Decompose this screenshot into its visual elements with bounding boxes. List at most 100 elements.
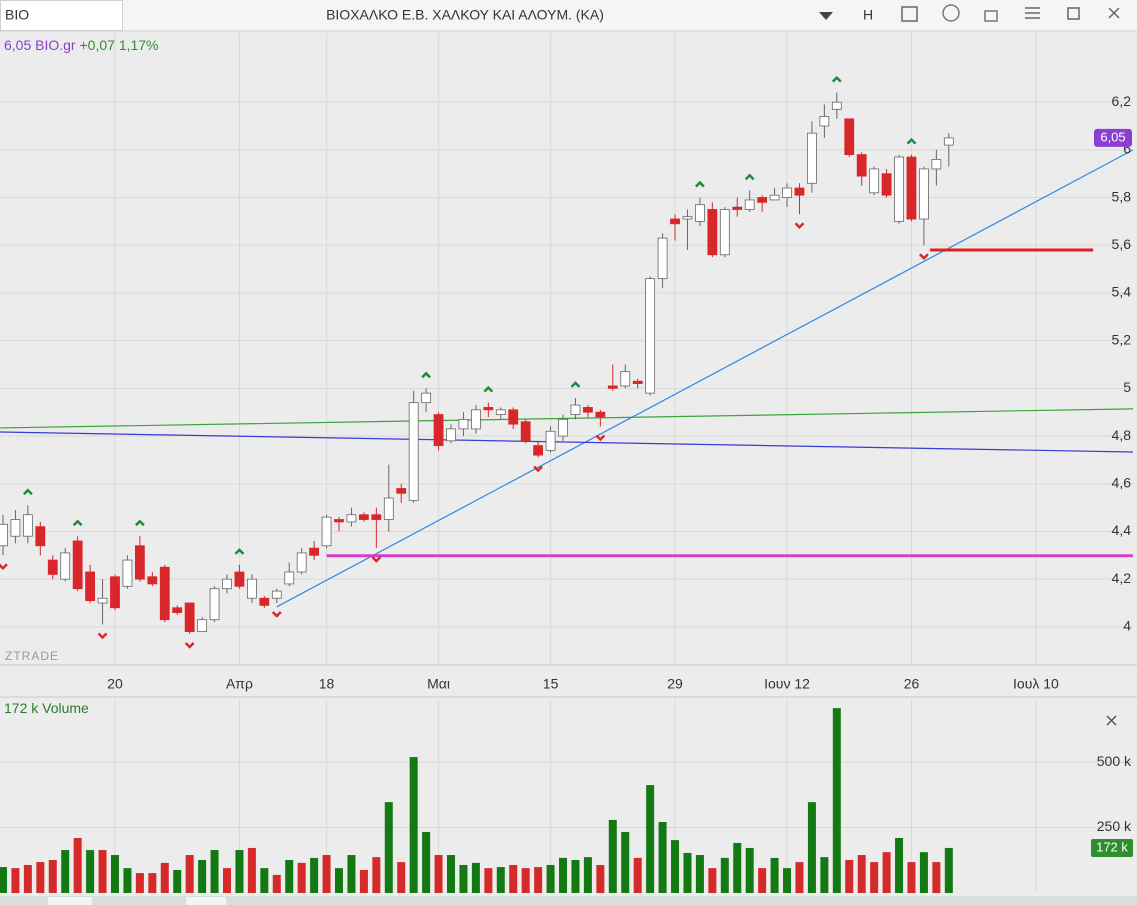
candle-body [894, 156, 904, 222]
volume-bar [297, 862, 306, 893]
close-icon[interactable] [1108, 7, 1120, 19]
candle-body [769, 194, 780, 201]
trough-signal [184, 642, 195, 649]
volume-bar [447, 855, 456, 893]
y-tick-label: 4,2 [1112, 570, 1132, 586]
candle-body [607, 385, 618, 389]
volume-bar [944, 847, 953, 893]
candle-body [657, 237, 668, 280]
candle-body [757, 197, 768, 203]
candle-body [72, 540, 83, 590]
mode-button[interactable]: H [863, 7, 873, 23]
volume-bar [123, 868, 132, 893]
peak-signal [72, 519, 83, 527]
volume-bar [110, 855, 119, 893]
volume-bar [484, 868, 493, 893]
candle-body [85, 571, 96, 602]
last-price: 6,05 [4, 37, 32, 53]
volume-bar [521, 868, 530, 893]
quote-icon[interactable] [942, 4, 960, 22]
volume-bar [61, 850, 70, 893]
volume-bar [608, 819, 617, 893]
instrument-title: ΒΙΟΧΑΛΚΟ Ε.Β. ΧΑΛΚΟΥ ΚΑΙ ΑΛΟΥΜ. (ΚΑ) [326, 7, 604, 23]
candle-body [122, 559, 133, 587]
candle-body [147, 576, 158, 585]
candle-body [271, 590, 282, 599]
volume-bar [185, 855, 194, 893]
candle-body [856, 154, 867, 177]
candle-body [620, 371, 631, 387]
trough-signal [533, 465, 544, 473]
x-tick-label: Ιουν 12 [764, 676, 810, 692]
trendline [0, 408, 1134, 429]
candle-body [10, 519, 21, 537]
candle-body [807, 132, 817, 184]
candle-body [744, 199, 755, 210]
candle-body [446, 428, 456, 442]
volume-bar [322, 855, 331, 893]
lock-icon[interactable] [984, 10, 998, 22]
trendline [0, 431, 1134, 453]
candle-body [383, 497, 394, 520]
maximize-icon[interactable] [1067, 7, 1080, 20]
trough-signal [0, 563, 8, 571]
candle-body [284, 571, 295, 585]
symbol-box[interactable] [0, 0, 123, 31]
volume-bar [422, 831, 431, 893]
volume-bar [708, 868, 717, 893]
x-tick-label: Μαι [427, 676, 450, 692]
tab-strip [0, 896, 1137, 905]
volume-bar [235, 850, 244, 893]
candle-body [371, 514, 382, 520]
menu-icon[interactable] [1025, 7, 1040, 19]
symbol[interactable]: BIO [5, 7, 29, 23]
trough-signal [919, 253, 929, 261]
volume-bar [671, 840, 680, 893]
candle-body [0, 523, 8, 547]
candle-body [396, 488, 407, 494]
volume-bar [135, 873, 144, 893]
volume-bar [23, 864, 32, 893]
volume-bar [758, 868, 767, 893]
candle-body [97, 597, 108, 604]
price-badge-label: 6,05 [1100, 129, 1125, 144]
candle-body [321, 516, 332, 547]
candle-body [259, 597, 270, 606]
candle-body [719, 209, 730, 256]
candle-body [508, 409, 519, 425]
volume-bar [160, 862, 169, 893]
volume-bar [310, 857, 319, 893]
labels: 20 Απρ 18 Μαι 15 29 Ιουν 12 26 Ιουλ 10 4 4,2 4,4 4,6… [107, 93, 1133, 857]
layout-icon[interactable] [901, 6, 918, 22]
volume-bar [820, 857, 829, 893]
plot [0, 75, 1134, 893]
candle-body [881, 173, 892, 196]
candle-body [346, 514, 357, 523]
volume-bar [795, 862, 804, 893]
tab[interactable] [48, 897, 92, 905]
candle-body [483, 407, 494, 411]
candle-body [408, 402, 419, 501]
volume-bar [272, 874, 281, 893]
volume-last: 172 k [4, 700, 39, 716]
volume-bar [173, 869, 182, 893]
volume-bar [559, 857, 568, 893]
tab[interactable] [186, 897, 226, 905]
peak-signal [831, 75, 842, 83]
candle-body [645, 278, 656, 394]
volume-bar [372, 857, 381, 893]
volume-bar [633, 857, 642, 893]
peak-signal [134, 519, 145, 527]
close-panel-icon[interactable] [1106, 715, 1117, 726]
peak-signal [421, 371, 432, 379]
dropdown-icon[interactable] [819, 12, 833, 20]
x-tick-label: Ιουλ 10 [1013, 676, 1059, 692]
peak-signal [22, 488, 33, 496]
volume-bar [907, 862, 916, 893]
candle-body [470, 409, 481, 430]
candle-body [458, 418, 469, 430]
candle-body [234, 571, 245, 587]
volume-bar [770, 857, 779, 893]
